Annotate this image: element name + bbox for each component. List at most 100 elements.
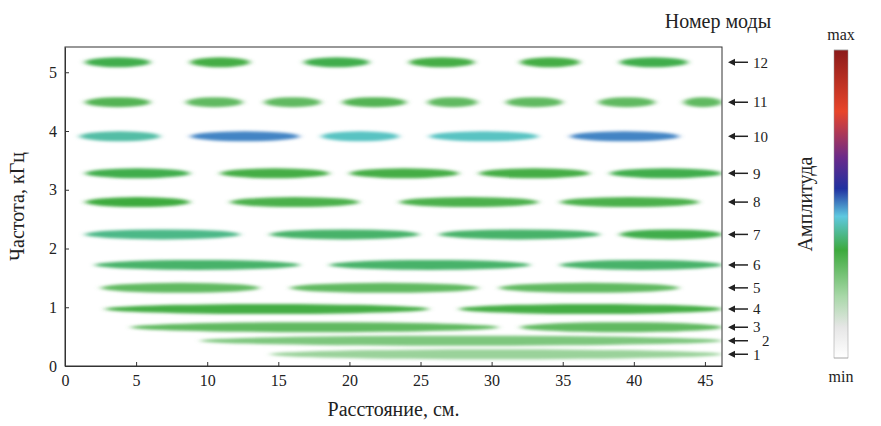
y-tick-label: 0 xyxy=(49,358,57,375)
mode-arrow-shaft xyxy=(733,308,748,310)
mode-blob xyxy=(620,57,688,67)
mode-blob xyxy=(610,168,722,178)
mode-blob xyxy=(85,57,150,67)
mode-arrow-head xyxy=(728,199,735,206)
x-tick-mark xyxy=(136,362,137,366)
x-tick: 0 xyxy=(62,362,70,389)
mode-blob xyxy=(330,260,531,270)
mode-blob xyxy=(101,283,260,293)
mode-blob xyxy=(342,97,406,107)
y-tick-label: 2 xyxy=(49,240,57,257)
y-tick-mark xyxy=(65,131,69,132)
mode-blob xyxy=(598,97,655,107)
x-tick-label: 10 xyxy=(200,372,216,389)
colorbar-tick-label: max xyxy=(827,26,855,43)
mode-arrow-shaft xyxy=(733,264,748,266)
mode-arrow-head xyxy=(728,99,735,106)
y-tick-label: 1 xyxy=(49,299,57,316)
chart: 051015202530354045012345Расстояние, см.Ч… xyxy=(0,0,881,426)
mode-marker: 5 xyxy=(728,280,761,296)
y-tick: 2 xyxy=(49,240,69,257)
x-tick-label: 20 xyxy=(342,372,358,389)
colorbar-tick-label: min xyxy=(829,368,854,385)
mode-number: 3 xyxy=(753,319,761,335)
colorbar-tick xyxy=(834,358,848,359)
x-tick: 40 xyxy=(626,362,642,389)
mode-number: 5 xyxy=(753,280,761,296)
mode-blob xyxy=(85,97,150,107)
mode-number: 6 xyxy=(753,257,761,273)
mode-marker: 9 xyxy=(728,166,761,182)
mode-number: 11 xyxy=(753,94,767,110)
mode-arrow-shaft xyxy=(733,136,748,138)
mode-marker: 11 xyxy=(728,94,767,110)
mode-blob xyxy=(220,168,330,178)
mode-arrow-head xyxy=(728,59,735,66)
mode-arrow-head xyxy=(728,170,735,177)
mode-number: 10 xyxy=(753,129,768,145)
mode-arrow-head xyxy=(728,133,735,140)
mode-blob xyxy=(560,197,699,207)
mode-number: 4 xyxy=(753,301,761,317)
mode-number: 2 xyxy=(762,333,770,349)
x-tick-mark xyxy=(563,362,564,366)
x-tick-label: 0 xyxy=(62,372,70,389)
x-tick-label: 45 xyxy=(697,372,713,389)
x-tick: 5 xyxy=(133,362,141,389)
mode-blob xyxy=(190,57,250,67)
mode-blob xyxy=(304,57,369,67)
y-tick: 3 xyxy=(49,181,69,198)
mode-arrow-shaft xyxy=(733,173,748,175)
x-tick-label: 15 xyxy=(271,372,287,389)
mode-blob xyxy=(560,260,722,270)
mode-number: 9 xyxy=(753,166,761,182)
mode-arrow-shaft xyxy=(733,234,748,236)
x-tick-mark xyxy=(492,362,493,366)
mode-blob xyxy=(321,131,399,141)
mode-arrow-shaft xyxy=(733,201,748,203)
mode-blob xyxy=(349,168,459,178)
mode-arrow-head xyxy=(728,284,735,291)
y-tick-mark xyxy=(65,307,69,308)
mode-number: 8 xyxy=(753,194,761,210)
x-tick: 20 xyxy=(342,362,358,389)
x-tick-mark xyxy=(421,362,422,366)
marks xyxy=(79,57,722,359)
y-axis-line xyxy=(65,48,66,367)
mode-blob xyxy=(429,131,539,141)
mode-blob xyxy=(200,336,722,346)
mode-arrow-head xyxy=(728,306,735,313)
mode-blob xyxy=(186,97,243,107)
mode-marker: 2 xyxy=(728,333,770,349)
plot-area xyxy=(65,47,722,366)
mode-blob xyxy=(95,260,300,270)
colorbar xyxy=(834,50,848,358)
mode-marker: 10 xyxy=(728,129,768,145)
mode-blob xyxy=(479,168,590,178)
mode-arrow-shaft xyxy=(733,326,748,328)
y-tick: 1 xyxy=(49,299,69,316)
mode-arrow-shaft xyxy=(733,287,748,289)
mode-blob xyxy=(230,197,359,207)
y-tick-label: 5 xyxy=(49,64,57,81)
mode-arrow-head xyxy=(728,351,735,358)
mode-blob xyxy=(270,229,419,239)
y-tick-mark xyxy=(65,72,69,73)
y2-axis-title: Номер моды xyxy=(665,10,771,33)
x-tick: 30 xyxy=(484,362,500,389)
mode-blob xyxy=(428,97,478,107)
x-tick-mark xyxy=(278,362,279,366)
x-tick-label: 30 xyxy=(484,372,500,389)
mode-blob xyxy=(459,304,722,314)
colorbar-tick xyxy=(834,50,848,51)
x-tick-label: 35 xyxy=(555,372,571,389)
mode-arrow-shaft xyxy=(733,354,748,356)
mode-blob xyxy=(499,283,680,293)
mode-blob xyxy=(270,349,722,359)
x-tick: 25 xyxy=(413,362,429,389)
mode-blob xyxy=(85,168,190,178)
mode-arrow-shaft xyxy=(733,62,748,64)
mode-blob xyxy=(130,322,498,332)
x-tick: 10 xyxy=(200,362,216,389)
mode-marker: 1 xyxy=(728,347,761,363)
